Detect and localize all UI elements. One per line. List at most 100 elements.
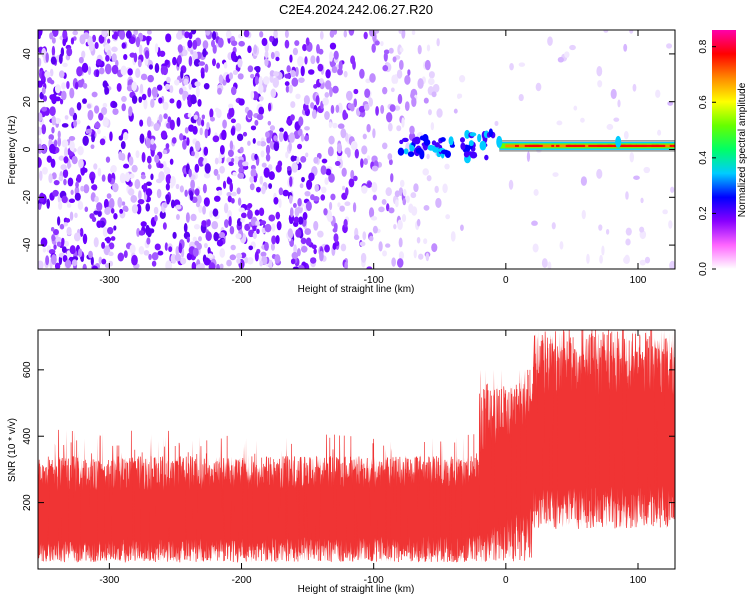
spectrogram-cell (297, 143, 303, 150)
spectrogram-cell (322, 97, 329, 106)
spectrogram-cell (297, 128, 303, 137)
spectrogram-cell (601, 245, 605, 256)
spectrogram-cell (284, 81, 290, 87)
spectrogram-cell (51, 172, 57, 180)
snr-x-tick-label: -200 (232, 575, 252, 586)
spectrogram-cell (629, 30, 634, 34)
spectrogram-cell (431, 243, 438, 253)
spectrogram-cell (260, 150, 265, 158)
spectrogram-cell (64, 146, 68, 158)
spectrogram-cell (247, 65, 254, 73)
spectrogram-cell (667, 101, 674, 106)
spectrogram-cell (97, 167, 102, 177)
spectrogram-cell (298, 216, 304, 225)
colorbar-gradient (712, 30, 736, 269)
spectrogram-cell (285, 85, 290, 93)
spectrogram-cell (435, 197, 442, 208)
spectrogram-cell (385, 243, 391, 248)
snr-panel: -300 -200 -100 0 100 200 400 600 Height of str… (7, 329, 676, 595)
spectrogram-onset-blob (415, 147, 424, 154)
spectrogram-onset-blob (477, 133, 482, 143)
spectrogram-cell (213, 231, 219, 242)
spectrogram-cell (82, 82, 88, 89)
spectrogram-cell (219, 231, 226, 238)
spectrogram-cell (313, 220, 319, 231)
spectrogram-cell (405, 195, 410, 204)
spectrogram-cell (165, 260, 172, 269)
spectrogram-cell (261, 37, 268, 47)
spectrogram-cell (194, 81, 201, 87)
spectrogram-cell (85, 128, 93, 134)
spectrogram-cell (531, 220, 538, 226)
tone-peak (515, 144, 519, 147)
spectrogram-cell (402, 189, 407, 197)
spectrogram-cell (232, 69, 238, 76)
spectrogram-cell (137, 59, 142, 68)
spectrogram-cell (320, 165, 327, 175)
spectrogram-cell (342, 185, 346, 191)
spectrogram-cell (364, 88, 371, 98)
spectrogram-cell (169, 85, 174, 94)
spectrogram-cell (148, 253, 152, 261)
spectrogram-cell (603, 30, 609, 33)
spectrogram-cell (139, 119, 144, 127)
spectrogram-cell (195, 86, 200, 98)
spectrogram-cell (44, 71, 51, 79)
spectrogram-cell (127, 68, 133, 76)
spectrogram-cell (105, 55, 110, 62)
spectrogram-cell (423, 97, 429, 104)
spectrogram-cell (382, 86, 388, 95)
spectrogram-cell (204, 128, 209, 139)
spectrogram-cell (569, 44, 576, 51)
spectrogram-cell (190, 49, 194, 55)
spectrogram-onset-blob (423, 138, 431, 146)
spectrogram-cell (296, 248, 301, 257)
spectrogram-cell (304, 126, 310, 131)
spectrogram-cell (176, 99, 182, 109)
spectrogram-cell (268, 214, 276, 222)
spectrogram-cell (267, 120, 272, 126)
spectrogram-cell (247, 109, 253, 119)
spectrogram-cell (218, 74, 224, 84)
spectrogram-cell (133, 30, 139, 36)
spectrogram-cell (117, 197, 123, 208)
spectrogram-cell (367, 181, 373, 188)
spectrogram-cell (397, 93, 403, 105)
spectrogram-cell (273, 135, 278, 142)
spectrogram-cell (49, 94, 55, 100)
spectrogram-cell (64, 259, 72, 269)
spectrogram-cell (230, 51, 237, 62)
spectrogram-cell (177, 54, 182, 65)
tone-peak (588, 144, 600, 147)
spectrogram-cell (206, 121, 210, 130)
spectrogram-cell (104, 85, 109, 95)
spectrogram-cell (252, 137, 256, 144)
spectrogram-onset-blob (403, 148, 409, 155)
spectrogram-cell (301, 245, 308, 253)
spectrogram-cell (125, 30, 132, 39)
spectrogram-cell (146, 36, 150, 46)
spectrogram-cell (632, 83, 637, 92)
spectrogram-cell (313, 156, 319, 164)
spectrogram-cell (170, 176, 176, 187)
spectrogram-cell (112, 108, 119, 115)
spectrogram-cell (344, 261, 348, 269)
spectrogram-cell (229, 140, 234, 151)
spectrogram-cell (50, 226, 55, 232)
spectrogram-cell (297, 198, 302, 207)
spectrogram-cell (401, 117, 405, 128)
spectrogram-cell (559, 241, 564, 250)
spectrogram-cell (95, 69, 100, 78)
spectrogram-cell (444, 163, 450, 170)
colorbar-label: Normalized spectral amplitude (737, 82, 748, 217)
spectrogram-cell (295, 66, 299, 77)
spectrogram-cell (388, 158, 393, 166)
spectrogram-cell (179, 133, 184, 141)
spectrogram-cell (187, 39, 193, 49)
spectrogram-cell (392, 56, 397, 63)
spectrogram-cell (366, 123, 371, 133)
spectrogram-cell (332, 122, 338, 129)
spectrogram-cell (394, 105, 401, 111)
spectrogram-x-label: Height of straight line (km) (298, 284, 415, 295)
